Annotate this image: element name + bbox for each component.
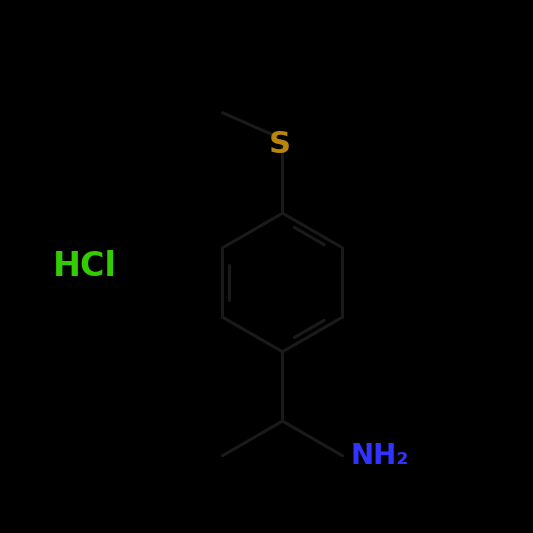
Text: HCl: HCl <box>53 250 117 283</box>
Text: NH₂: NH₂ <box>351 442 409 470</box>
Text: S: S <box>269 130 291 159</box>
